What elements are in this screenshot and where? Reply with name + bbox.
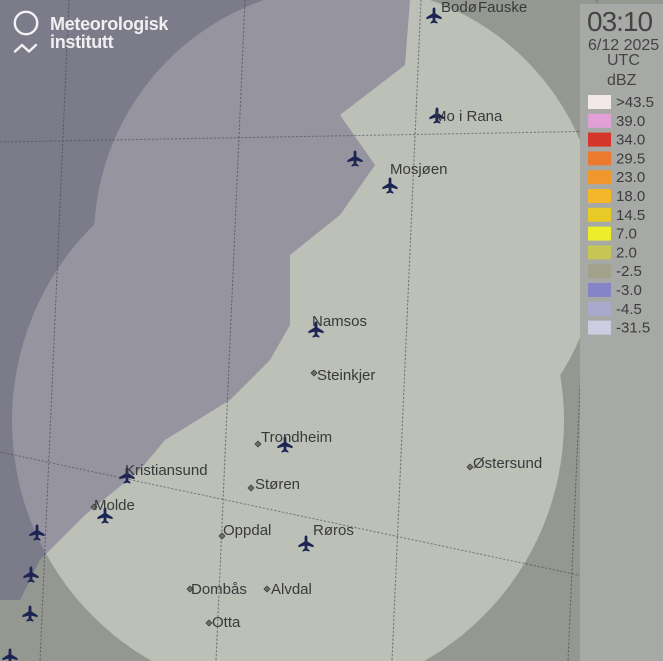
svg-text:-3.0: -3.0: [616, 282, 642, 299]
svg-text:-4.5: -4.5: [616, 301, 642, 318]
svg-text:-31.5: -31.5: [616, 320, 650, 337]
svg-text:-2.5: -2.5: [616, 263, 642, 280]
svg-text:34.0: 34.0: [616, 132, 645, 149]
svg-text:>43.5: >43.5: [616, 94, 654, 111]
svg-text:29.5: 29.5: [616, 150, 645, 167]
svg-text:institutt: institutt: [50, 32, 114, 52]
svg-text:dBZ: dBZ: [607, 72, 637, 89]
svg-text:18.0: 18.0: [616, 188, 645, 205]
svg-text:Meteorologisk: Meteorologisk: [50, 14, 169, 34]
svg-text:23.0: 23.0: [616, 169, 645, 186]
svg-text:2.0: 2.0: [616, 244, 637, 261]
svg-text:03:10: 03:10: [587, 6, 652, 37]
svg-text:7.0: 7.0: [616, 226, 637, 243]
svg-text:14.5: 14.5: [616, 207, 645, 224]
svg-text:39.0: 39.0: [616, 113, 645, 130]
svg-text:UTC: UTC: [607, 52, 640, 69]
